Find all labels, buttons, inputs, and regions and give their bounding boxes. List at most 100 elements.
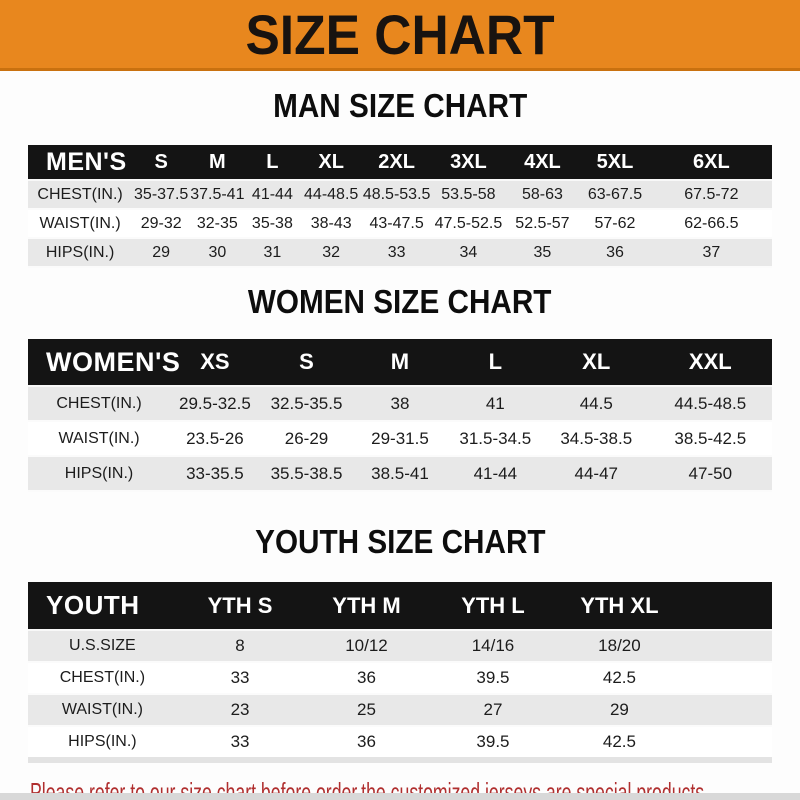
size-value-cell: 27 bbox=[483, 700, 503, 719]
size-value-cell: 44.5 bbox=[579, 393, 613, 413]
size-value-cell: 31.5-34.5 bbox=[459, 428, 532, 448]
size-value-cell: 36 bbox=[357, 732, 376, 751]
size-value-cell: 33 bbox=[387, 243, 406, 261]
youth-size-table: YOUTH YTH S YTH M YTH L YTH XL U.S.SIZE 8 10/12… bbox=[28, 582, 772, 763]
size-value-cell: 43-47.5 bbox=[369, 214, 424, 232]
size-value-cell: 42.5 bbox=[602, 732, 636, 751]
size-value-cell: 23 bbox=[230, 700, 250, 719]
size-value-cell: 34 bbox=[459, 243, 478, 261]
size-column-header: M bbox=[390, 349, 410, 374]
size-value-cell: 58-63 bbox=[521, 185, 563, 203]
size-column-header: M bbox=[209, 150, 226, 173]
size-column-header: 4XL bbox=[524, 150, 561, 173]
measurement-row: HIPS(IN.) 33-35.5 35.5-38.5 38.5-41 41-44 44-… bbox=[28, 456, 772, 491]
measurement-row: HIPS(IN.) 29 30 31 32 33 34 35 36 37 bbox=[28, 238, 772, 267]
size-value-cell: 38.5-41 bbox=[371, 463, 429, 483]
size-value-cell: 29.5-32.5 bbox=[178, 393, 251, 413]
size-column-header: 5XL bbox=[596, 150, 634, 173]
measurement-row: HIPS(IN.) 33 36 39.5 42.5 bbox=[28, 726, 772, 760]
size-value-cell: 33 bbox=[230, 732, 250, 751]
measurement-row: WAIST(IN.) 29-32 32-35 35-38 38-43 43-47.5 47.… bbox=[28, 209, 772, 238]
size-chart-banner: SIZE CHART bbox=[0, 0, 800, 71]
size-value-cell: 38 bbox=[390, 393, 410, 413]
row-label: WAIST(IN.) bbox=[39, 214, 121, 232]
filler-cell bbox=[683, 726, 772, 760]
size-column-header: 3XL bbox=[450, 150, 487, 173]
size-value-cell: 36 bbox=[606, 243, 624, 261]
filler-cell bbox=[683, 582, 772, 630]
size-value-cell: 42.5 bbox=[602, 668, 636, 687]
filler-cell bbox=[683, 694, 772, 726]
size-column-header: XXL bbox=[688, 349, 732, 374]
size-value-cell: 14/16 bbox=[471, 636, 515, 655]
womens-size-table: WOMEN'S XS S M L XL XXL CHEST(IN.) 29.5-32.5 32.5… bbox=[28, 339, 772, 492]
size-column-header: YTH S bbox=[207, 592, 273, 618]
row-label: U.S.SIZE bbox=[69, 637, 136, 654]
size-value-cell: 25 bbox=[357, 700, 376, 719]
size-value-cell: 37.5-41 bbox=[190, 185, 245, 203]
size-value-cell: 32-35 bbox=[196, 214, 238, 232]
size-value-cell: 37 bbox=[702, 243, 721, 261]
size-value-cell: 32.5-35.5 bbox=[270, 393, 343, 413]
table-group-label: MEN'S bbox=[46, 147, 127, 176]
size-value-cell: 38.5-42.5 bbox=[674, 428, 747, 448]
size-header-row: YOUTH YTH S YTH M YTH L YTH XL bbox=[28, 582, 772, 630]
size-column-header: 6XL bbox=[692, 150, 730, 173]
size-value-cell: 35 bbox=[533, 243, 552, 261]
women-section-title: WOMEN SIZE CHART bbox=[0, 285, 800, 322]
size-value-cell: 57-62 bbox=[594, 214, 636, 232]
row-label: WAIST(IN.) bbox=[61, 701, 143, 718]
size-column-header: 2XL bbox=[378, 150, 415, 173]
row-label: CHEST(IN.) bbox=[37, 185, 123, 203]
filler-cell bbox=[683, 662, 772, 694]
size-value-cell: 39.5 bbox=[476, 668, 510, 687]
size-value-cell: 29 bbox=[609, 700, 629, 719]
size-header-row: WOMEN'S XS S M L XL XXL bbox=[28, 339, 772, 386]
size-column-header: YTH XL bbox=[580, 592, 659, 618]
size-value-cell: 41-44 bbox=[251, 185, 293, 203]
row-label: CHEST(IN.) bbox=[59, 669, 146, 686]
size-header-row: MEN'S S M L XL 2XL 3XL 4XL 5XL 6XL bbox=[28, 145, 772, 180]
youth-section-title-text: YOUTH SIZE CHART bbox=[254, 523, 546, 560]
size-value-cell: 30 bbox=[208, 243, 227, 261]
size-column-header: S bbox=[299, 349, 314, 374]
man-section-title: MAN SIZE CHART bbox=[0, 89, 800, 126]
size-value-cell: 26-29 bbox=[284, 428, 329, 448]
size-value-cell: 41 bbox=[485, 393, 505, 413]
size-value-cell: 33 bbox=[230, 668, 250, 687]
measurement-row: WAIST(IN.) 23.5-26 26-29 29-31.5 31.5-34.5 34… bbox=[28, 421, 772, 456]
row-label: CHEST(IN.) bbox=[56, 394, 142, 412]
size-value-cell: 47.5-52.5 bbox=[434, 214, 503, 232]
size-column-header: XL bbox=[318, 150, 344, 173]
bottom-edge-strip bbox=[0, 793, 800, 800]
table-group-label: YOUTH bbox=[46, 590, 140, 620]
measurement-row: CHEST(IN.) 33 36 39.5 42.5 bbox=[28, 662, 772, 694]
youth-section-title: YOUTH SIZE CHART bbox=[0, 525, 800, 562]
size-value-cell: 23.5-26 bbox=[186, 428, 244, 448]
size-column-header: YTH M bbox=[332, 592, 401, 618]
size-value-cell: 53.5-58 bbox=[441, 185, 496, 203]
row-label: HIPS(IN.) bbox=[45, 243, 115, 261]
table-group-label: WOMEN'S bbox=[46, 346, 181, 377]
size-value-cell: 41-44 bbox=[473, 463, 518, 483]
size-value-cell: 29-32 bbox=[140, 214, 182, 232]
size-value-cell: 8 bbox=[235, 636, 245, 655]
row-label: WAIST(IN.) bbox=[58, 429, 140, 447]
row-label: HIPS(IN.) bbox=[64, 464, 134, 482]
size-column-header: XS bbox=[200, 349, 230, 374]
size-value-cell: 10/12 bbox=[345, 636, 388, 655]
size-value-cell: 48.5-53.5 bbox=[362, 185, 431, 203]
measurement-row: CHEST(IN.) 35-37.5 37.5-41 41-44 44-48.5 48.5… bbox=[28, 180, 772, 209]
size-value-cell: 29 bbox=[152, 243, 171, 261]
filler-cell bbox=[683, 630, 772, 662]
size-column-header: S bbox=[154, 150, 168, 173]
size-value-cell: 38-43 bbox=[310, 214, 352, 232]
page-title: SIZE CHART bbox=[245, 2, 555, 66]
size-value-cell: 52.5-57 bbox=[515, 214, 570, 232]
size-value-cell: 39.5 bbox=[476, 732, 510, 751]
size-value-cell: 35-37.5 bbox=[134, 185, 189, 203]
row-label: HIPS(IN.) bbox=[68, 733, 137, 750]
measurement-row: WAIST(IN.) 23 25 27 29 bbox=[28, 694, 772, 726]
size-column-header: XL bbox=[582, 349, 611, 374]
size-value-cell: 63-67.5 bbox=[587, 185, 643, 203]
